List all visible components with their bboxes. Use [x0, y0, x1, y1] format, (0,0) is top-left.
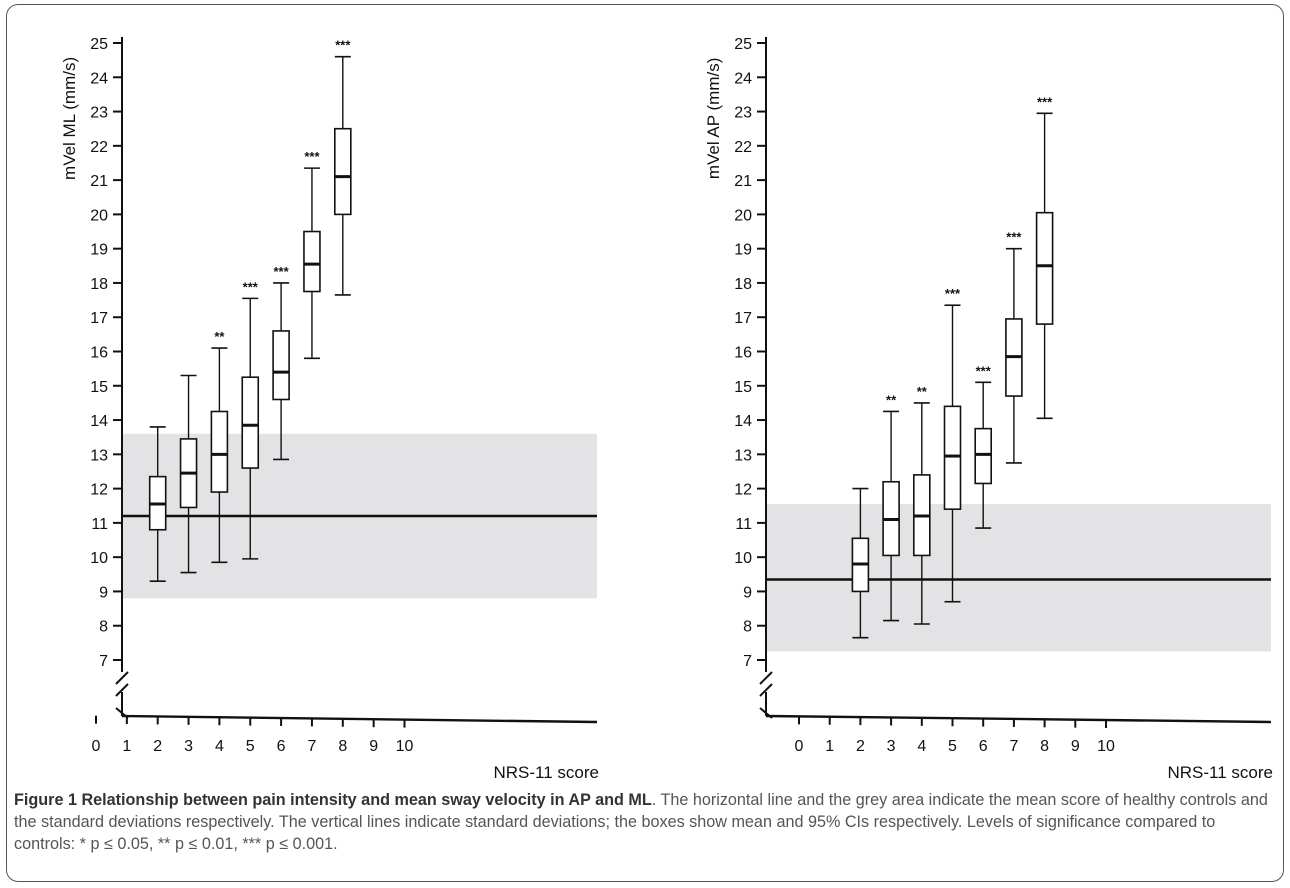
- y-tick-label: 9: [743, 584, 752, 601]
- y-tick-label: 24: [734, 70, 752, 87]
- y-tick-label: 25: [90, 36, 108, 53]
- y-tick-label: 12: [734, 482, 752, 499]
- ci-box: [272, 330, 290, 401]
- y-tick-label: 7: [743, 653, 752, 670]
- y-tick-label: 17: [90, 310, 108, 327]
- x-tick-label: 9: [1071, 738, 1080, 755]
- significance-label: ***: [274, 264, 290, 279]
- x-axis-line: [121, 714, 598, 724]
- ci-box: [241, 376, 260, 469]
- control-sd-band: [766, 504, 1271, 652]
- y-tick-label: 10: [90, 550, 108, 567]
- y-tick-label: 19: [90, 242, 108, 259]
- ci-box: [333, 127, 352, 216]
- x-tick-label: 7: [1009, 738, 1018, 755]
- ci-box: [943, 405, 962, 510]
- caption-body: . The horizontal line and the grey area …: [14, 791, 1268, 853]
- x-tick-label: 4: [215, 738, 224, 755]
- x-tick-label: 0: [795, 738, 804, 755]
- y-tick-label: 24: [90, 70, 108, 87]
- x-tick-label: 2: [153, 738, 162, 755]
- x-tick-label: 7: [307, 738, 316, 755]
- significance-label: ***: [976, 363, 992, 378]
- y-tick-label: 11: [735, 516, 752, 533]
- x-tick-label: 6: [277, 738, 286, 755]
- ci-box: [1035, 211, 1054, 325]
- y-tick-label: 8: [99, 619, 108, 636]
- chart-panel-ml: 78910111213141516171819202122232425mVel …: [60, 36, 599, 782]
- y-tick-label: 20: [90, 207, 108, 224]
- x-tick-label: 3: [184, 738, 193, 755]
- x-tick-label: 8: [1040, 738, 1049, 755]
- x-tick-label: 3: [887, 738, 896, 755]
- y-tick-label: 11: [91, 516, 108, 533]
- figure-caption: Figure 1 Relationship between pain inten…: [14, 789, 1276, 855]
- ci-box: [974, 427, 993, 485]
- y-axis-break-mark: [115, 683, 129, 697]
- y-tick-label: 13: [734, 447, 752, 464]
- y-tick-label: 9: [99, 584, 108, 601]
- x-tick-label: 2: [856, 738, 865, 755]
- x-axis-line: [765, 714, 1272, 724]
- y-tick-label: 23: [90, 105, 108, 122]
- significance-label: **: [214, 329, 225, 344]
- chart-panel-ap: 78910111213141516171819202122232425mVel …: [704, 36, 1273, 782]
- y-tick-label: 14: [734, 413, 752, 430]
- y-tick-label: 19: [734, 242, 752, 259]
- significance-label: ***: [1037, 94, 1053, 109]
- y-tick-label: 21: [90, 173, 108, 190]
- x-tick-label: 1: [825, 738, 834, 755]
- y-axis-break-mark: [115, 671, 129, 685]
- y-tick-label: 25: [734, 36, 752, 53]
- caption-lead: Figure 1 Relationship between pain inten…: [14, 791, 652, 809]
- x-tick-label: 10: [1097, 738, 1115, 755]
- y-tick-label: 13: [90, 447, 108, 464]
- y-axis-label: mVel AP (mm/s): [704, 58, 723, 180]
- y-tick-label: 20: [734, 207, 752, 224]
- y-tick-label: 23: [734, 105, 752, 122]
- ci-box: [303, 230, 321, 293]
- y-tick-label: 8: [743, 619, 752, 636]
- significance-label: ***: [335, 38, 351, 53]
- y-tick-label: 22: [90, 139, 108, 156]
- y-tick-label: 17: [734, 310, 752, 327]
- significance-label: ***: [304, 149, 320, 164]
- x-tick-label: 9: [369, 738, 378, 755]
- y-tick-label: 16: [734, 345, 752, 362]
- x-axis-label: NRS-11 score: [494, 763, 600, 782]
- x-axis-label: NRS-11 score: [1168, 763, 1274, 782]
- x-tick-label: 10: [396, 738, 414, 755]
- y-tick-label: 21: [734, 173, 752, 190]
- significance-label: **: [917, 384, 928, 399]
- y-tick-label: 12: [90, 482, 108, 499]
- x-tick-label: 6: [979, 738, 988, 755]
- y-tick-label: 16: [90, 345, 108, 362]
- y-axis-label: mVel ML (mm/s): [60, 57, 79, 180]
- significance-label: ***: [1006, 230, 1022, 245]
- y-tick-label: 14: [90, 413, 108, 430]
- y-tick-label: 15: [90, 379, 108, 396]
- x-tick-label: 8: [338, 738, 347, 755]
- y-axis-break-mark: [759, 683, 773, 697]
- y-tick-label: 15: [734, 379, 752, 396]
- y-tick-label: 22: [734, 139, 752, 156]
- significance-label: ***: [243, 279, 259, 294]
- ci-box: [210, 410, 229, 493]
- significance-label: **: [886, 392, 897, 407]
- y-tick-label: 18: [734, 276, 752, 293]
- x-tick-label: 4: [917, 738, 926, 755]
- x-tick-label: 5: [246, 738, 255, 755]
- significance-label: ***: [945, 286, 961, 301]
- x-tick-label: 1: [122, 738, 131, 755]
- x-tick-label: 0: [92, 738, 101, 755]
- y-axis-break-mark: [759, 671, 773, 685]
- y-tick-label: 18: [90, 276, 108, 293]
- y-tick-label: 10: [734, 550, 752, 567]
- y-tick-label: 7: [99, 653, 108, 670]
- x-tick-label: 5: [948, 738, 957, 755]
